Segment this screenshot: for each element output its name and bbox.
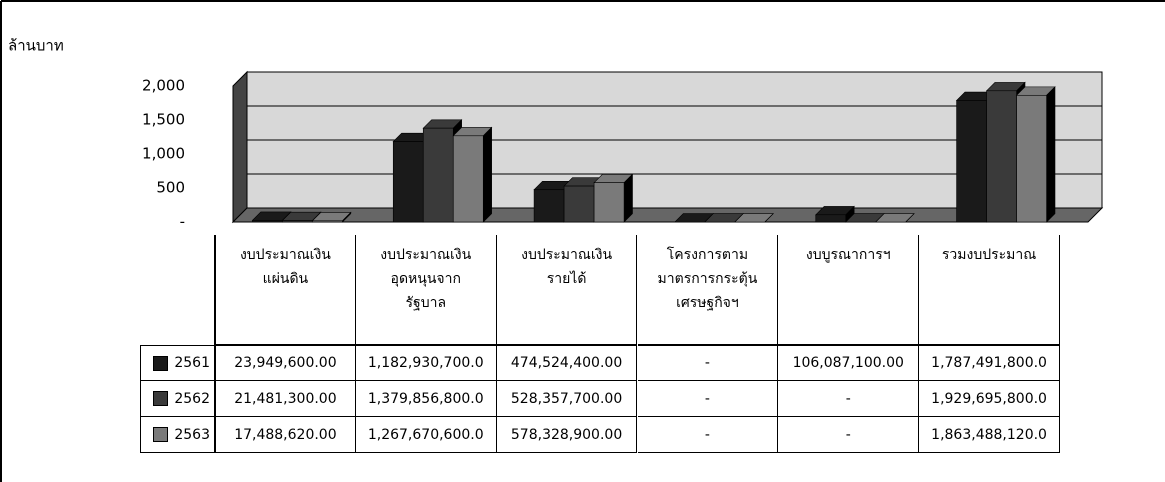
bar (1016, 94, 1047, 223)
table-value: 106,087,100.00 (778, 345, 920, 381)
y-tick-label: - (180, 213, 185, 231)
table-value: 1,929,695,800.0 (919, 381, 1060, 417)
table-value: 1,182,930,700.0 (355, 345, 497, 381)
table-value: 1,379,856,800.0 (355, 381, 497, 417)
table-value: 1,267,670,600.0 (355, 417, 497, 453)
table-header: โครงการตาม มาตรการกระตุ้น เศรษฐกิจฯ (637, 235, 779, 345)
table-value: - (778, 417, 920, 453)
bar-side (482, 126, 492, 223)
y-tick-label: 1,000 (142, 145, 185, 163)
y-axis-title: ล้านบาท (8, 37, 64, 55)
legend-swatch (153, 355, 169, 371)
bar (252, 220, 283, 223)
table-value: 17,488,620.00 (215, 417, 356, 453)
bar (956, 100, 987, 223)
bar-side (905, 213, 915, 223)
bar (815, 214, 847, 223)
bar (986, 90, 1017, 223)
y-tick-label: 1,500 (142, 111, 185, 129)
table-value: 1,863,488,120.0 (919, 417, 1060, 453)
bar (392, 141, 424, 223)
legend-swatch (153, 391, 169, 406)
table-value: 1,787,491,800.0 (919, 345, 1060, 381)
bar (593, 182, 625, 223)
table-value: - (637, 417, 779, 453)
table-header: รวมงบประมาณ (919, 235, 1060, 345)
bar (312, 220, 343, 223)
bar-side (1046, 86, 1056, 223)
bar-side (623, 173, 633, 223)
table-value: - (637, 345, 779, 381)
bar-side (764, 213, 774, 223)
table-value: - (778, 381, 920, 417)
legend-label: 2563 (174, 426, 210, 443)
left-wall (232, 70, 248, 224)
table-value: 528,357,700.00 (496, 381, 638, 417)
table-header: งบประมาณเงิน แผ่นดิน (215, 235, 356, 345)
bar (563, 185, 595, 223)
legend-label: 2562 (174, 390, 210, 407)
legend-swatch (153, 427, 169, 442)
y-tick-label: 2,000 (142, 77, 185, 95)
table-value: 578,328,900.00 (496, 417, 638, 453)
table-value: 23,949,600.00 (215, 345, 356, 381)
table-value: 474,524,400.00 (496, 345, 638, 381)
bar (533, 189, 565, 223)
table-value: - (637, 381, 779, 417)
legend-cell: 2563 (140, 417, 215, 453)
y-tick-label: 500 (156, 179, 185, 197)
bar (282, 220, 313, 223)
legend-label: 2561 (174, 355, 210, 371)
table-header: งบบูรณาการฯ (778, 235, 920, 345)
table-corner (140, 235, 215, 345)
legend-cell: 2561 (140, 345, 215, 381)
legend-cell: 2562 (140, 381, 215, 417)
table-header: งบประมาณเงิน อุดหนุนจาก รัฐบาล (355, 235, 497, 345)
table-header: งบประมาณเงิน รายได้ (496, 235, 638, 345)
bar (422, 127, 454, 223)
bar (452, 135, 484, 223)
table-value: 21,481,300.00 (215, 381, 356, 417)
